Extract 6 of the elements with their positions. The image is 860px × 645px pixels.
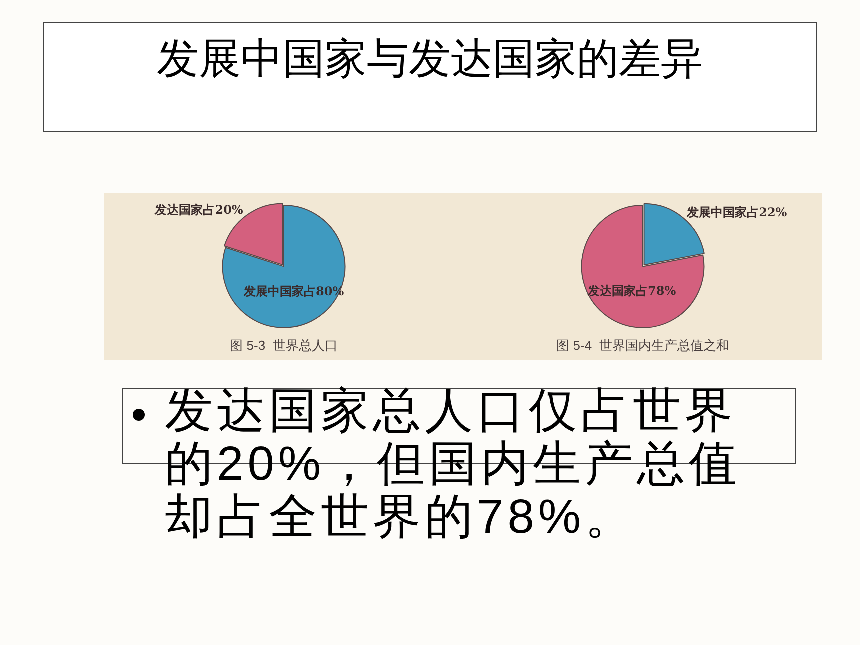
slice-label: 发达国家占78% bbox=[587, 284, 677, 298]
slice-label: 发展中国家占22% bbox=[686, 206, 788, 220]
text: 图 5-4 世界国内生产总值之和 bbox=[556, 338, 730, 353]
text: 发展中国家与发达国家的差异 bbox=[156, 33, 704, 84]
text: 图 5-3 世界总人口 bbox=[230, 338, 338, 353]
slice-label: 发达国家占20% bbox=[154, 202, 244, 217]
